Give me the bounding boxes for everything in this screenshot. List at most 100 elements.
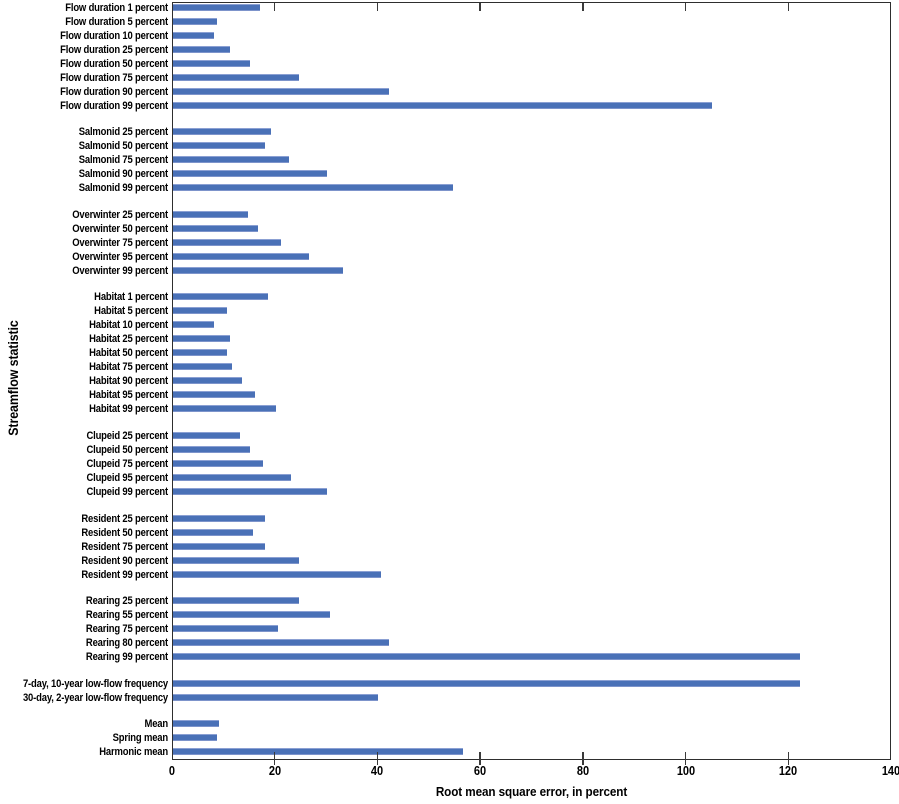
category-label: Habitat 95 percent [89, 389, 168, 402]
category-label: Salmonid 25 percent [78, 126, 168, 139]
bar [173, 293, 268, 301]
category-label: Flow duration 75 percent [60, 71, 168, 84]
bar [173, 625, 279, 633]
bar [173, 266, 343, 274]
bar [173, 17, 217, 25]
bar [173, 101, 713, 109]
bar [173, 570, 381, 578]
category-label: Habitat 25 percent [89, 333, 168, 346]
bar [173, 321, 215, 329]
bar [173, 377, 243, 385]
category-label: Habitat 75 percent [89, 361, 168, 374]
x-tick-mark-top [376, 3, 379, 11]
bar [173, 252, 310, 260]
category-label: Clupeid 50 percent [86, 443, 168, 456]
bar [173, 514, 266, 522]
bar [173, 487, 328, 495]
bar [173, 473, 292, 481]
category-label: Resident 25 percent [81, 512, 168, 525]
category-label: Flow duration 90 percent [60, 85, 168, 98]
category-label: Rearing 25 percent [85, 595, 168, 608]
bar [173, 307, 227, 315]
bar [173, 170, 328, 178]
category-label: Flow duration 25 percent [60, 43, 168, 56]
category-label: Flow duration 99 percent [60, 99, 168, 112]
x-tick-label: 100 [676, 764, 695, 778]
bar [173, 734, 217, 742]
bar [173, 639, 389, 647]
x-tick-mark-bottom [582, 752, 584, 765]
category-label: Flow duration 50 percent [60, 57, 168, 70]
category-label: Salmonid 50 percent [78, 140, 168, 153]
x-tick-mark-top [273, 3, 276, 11]
x-tick-mark-bottom [273, 752, 276, 765]
bar [173, 597, 299, 605]
x-axis-title: Root mean square error, in percent [435, 784, 628, 799]
bar [173, 184, 453, 192]
bar [173, 405, 276, 413]
category-label: Clupeid 99 percent [86, 485, 168, 498]
bar [173, 128, 271, 136]
category-label: Overwinter 75 percent [72, 236, 168, 249]
category-label: Habitat 50 percent [89, 347, 168, 360]
x-tick-mark-bottom [376, 752, 379, 765]
bar [173, 720, 220, 728]
category-label: Habitat 10 percent [89, 319, 168, 332]
category-label: Habitat 5 percent [94, 305, 168, 318]
bar [173, 445, 250, 453]
category-label: Salmonid 75 percent [78, 154, 168, 167]
x-tick-mark-top [684, 3, 687, 11]
category-label: Overwinter 50 percent [72, 222, 168, 235]
bar [173, 349, 227, 357]
category-label: Resident 99 percent [81, 568, 168, 581]
bar [173, 87, 389, 95]
category-label: Harmonic mean [99, 746, 168, 759]
x-tick-label: 60 [474, 764, 487, 778]
category-label: Clupeid 75 percent [86, 457, 168, 470]
bar [173, 59, 250, 67]
bar [173, 431, 240, 439]
category-label: Rearing 99 percent [85, 651, 168, 664]
bar [173, 156, 289, 164]
bar [173, 73, 299, 81]
category-label: Clupeid 25 percent [86, 429, 168, 442]
bar [173, 391, 256, 399]
category-label: 7-day, 10-year low-flow frequency [22, 677, 168, 690]
category-label: Rearing 55 percent [85, 609, 168, 622]
x-tick-label: 20 [268, 764, 281, 778]
category-label: Flow duration 10 percent [60, 29, 168, 42]
category-label: Mean [144, 718, 168, 731]
category-label: Habitat 1 percent [94, 291, 168, 304]
x-tick-label: 140 [881, 764, 899, 778]
bar [173, 335, 230, 343]
x-tick-mark-bottom [684, 752, 687, 765]
x-tick-label: 120 [779, 764, 798, 778]
x-tick-label: 0 [168, 764, 176, 778]
x-tick-label: 40 [371, 764, 384, 778]
category-label: Resident 75 percent [81, 540, 168, 553]
bar [173, 653, 800, 661]
category-label: Overwinter 25 percent [72, 208, 168, 221]
bar [173, 748, 464, 756]
category-label: Habitat 99 percent [89, 403, 168, 416]
bar [173, 31, 215, 39]
x-tick-label: 80 [576, 764, 589, 778]
category-label: Overwinter 99 percent [72, 264, 168, 277]
category-label: Clupeid 95 percent [86, 471, 168, 484]
plot-area [172, 2, 891, 760]
bar [173, 142, 266, 150]
bar [173, 611, 330, 619]
category-label: Flow duration 1 percent [65, 1, 168, 14]
bar [173, 210, 248, 218]
x-tick-mark-top [582, 3, 584, 11]
bar [173, 459, 263, 467]
bar [173, 528, 253, 536]
category-label: Resident 50 percent [81, 526, 168, 539]
category-label: Salmonid 90 percent [78, 168, 168, 181]
bar [173, 45, 230, 53]
category-label: Flow duration 5 percent [65, 15, 168, 28]
bar [173, 363, 233, 371]
x-tick-mark-bottom [479, 752, 481, 765]
category-label: Salmonid 99 percent [78, 182, 168, 195]
